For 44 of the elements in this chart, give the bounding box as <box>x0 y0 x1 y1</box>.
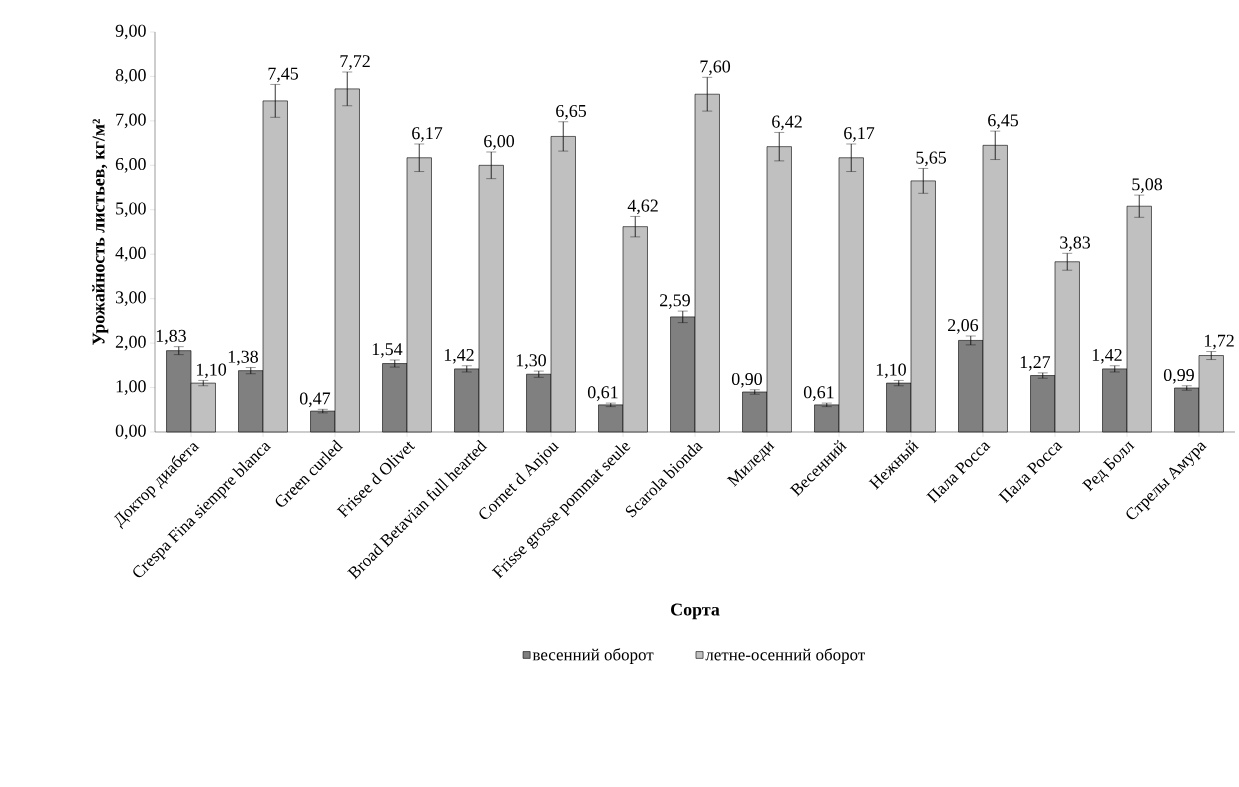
data-label: 5,65 <box>916 151 947 167</box>
data-label: 5,08 <box>1132 178 1163 193</box>
data-label: 6,45 <box>988 114 1019 129</box>
y-axis-title: Урожайность листьев, кг/м² <box>92 119 109 345</box>
data-label: 6,65 <box>556 104 587 120</box>
y-tick-label: 8,00 <box>115 69 146 84</box>
data-label: 6,17 <box>412 127 443 142</box>
data-label: 1,42 <box>444 348 474 364</box>
data-label: 0,90 <box>731 372 762 388</box>
y-tick-label: 4,00 <box>115 246 146 262</box>
data-label: 0,61 <box>803 386 834 401</box>
y-tick-label: 2,00 <box>115 335 146 351</box>
data-label: 1,83 <box>156 329 186 345</box>
data-label: 0,47 <box>299 392 331 408</box>
data-label: 7,45 <box>268 67 299 83</box>
data-label: 6,42 <box>772 115 802 131</box>
data-label: 6,17 <box>844 127 875 142</box>
data-label: 1,30 <box>516 354 546 369</box>
data-label: 2,06 <box>948 319 979 334</box>
data-label: 4,62 <box>627 199 658 215</box>
data-label: 2,59 <box>660 294 690 309</box>
data-label: 3,83 <box>1060 236 1091 252</box>
data-label: 7,72 <box>340 55 370 70</box>
data-label: 1,27 <box>1020 356 1051 371</box>
data-label: 1,38 <box>228 350 258 366</box>
data-label: 7,60 <box>700 60 731 76</box>
legend-label: летне-осенний оборот <box>705 648 865 664</box>
y-tick-label: 0,00 <box>115 424 146 440</box>
y-tick-label: 1,00 <box>116 380 146 395</box>
data-label: 1,42 <box>1092 348 1122 364</box>
legend-label: весенний оборот <box>532 648 654 664</box>
data-label: 6,00 <box>484 135 515 150</box>
y-tick-label: 7,00 <box>116 113 146 129</box>
y-tick-label: 6,00 <box>115 157 146 173</box>
data-label: 1,72 <box>1204 334 1234 350</box>
data-label: 1,10 <box>196 363 227 379</box>
y-tick-label: 3,00 <box>115 291 146 306</box>
x-axis-title: Сорта <box>671 603 720 620</box>
data-label: 1,10 <box>876 363 906 379</box>
data-label: 1,54 <box>372 343 403 358</box>
y-tick-label: 5,00 <box>116 202 146 218</box>
data-label: 0,99 <box>1163 368 1194 384</box>
y-tick-label: 9,00 <box>115 24 146 40</box>
data-label: 0,61 <box>587 386 618 401</box>
